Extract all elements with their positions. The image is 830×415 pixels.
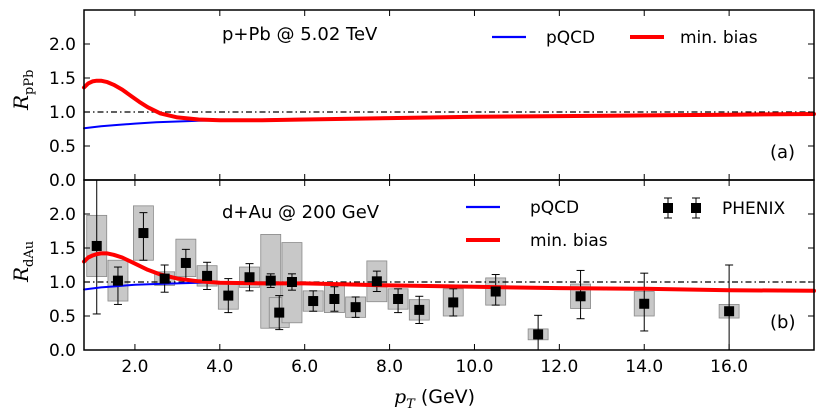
y-tick-label-a: 1.0 [49, 103, 76, 123]
legend-b-phenix-label: PHENIX [722, 199, 786, 219]
phenix-point [350, 302, 361, 313]
panel-a-annotation: p+Pb @ 5.02 TeV [222, 24, 378, 45]
phenix-point [329, 294, 340, 304]
phenix-point [159, 273, 170, 284]
panel-b-annotation: d+Au @ 200 GeV [222, 202, 380, 223]
x-tick-label: 12.0 [540, 357, 578, 377]
phenix-point [308, 296, 319, 307]
phenix-point [490, 286, 501, 297]
phenix-point [724, 306, 735, 317]
panel-a: 0.0 0.5 1.0 1.5 2.0 p+Pb @ 5.02 TeV pQCD min… [9, 9, 816, 191]
phenix-point [180, 257, 191, 268]
y-tick-label-a: 1.5 [49, 69, 76, 89]
phenix-point [393, 294, 404, 304]
y-tick-label-b: 1.0 [49, 273, 76, 293]
phenix-point [533, 329, 544, 340]
legend-b-phenix-swatch [663, 197, 701, 219]
phenix-point [274, 307, 285, 318]
y-tick-label-a: 2.0 [49, 35, 76, 55]
phenix-point [448, 297, 459, 308]
x-tick-label: 4.0 [206, 357, 233, 377]
phenix-point [414, 304, 425, 315]
panel-a-label: (a) [770, 142, 795, 163]
legend-b-minbias-label: min. bias [530, 231, 608, 251]
phenix-point [138, 228, 149, 239]
y-tick-label-a: 0.5 [49, 137, 76, 157]
phenix-point [639, 298, 650, 309]
panel-b: 0.0 0.5 1.0 1.5 2.0 2.0 4.0 6.0 8.0 10.0 12.0 14.0… [9, 179, 816, 412]
panel-b-label: (b) [770, 312, 795, 333]
phenix-point [371, 276, 382, 287]
phenix-point [244, 272, 255, 283]
x-tick-label: 8.0 [376, 357, 403, 377]
legend-a-minbias-label: min. bias [680, 28, 758, 48]
phenix-point [112, 275, 123, 286]
x-tick-label: 6.0 [291, 357, 318, 377]
panel-a-ylabel: RpPb [9, 70, 37, 111]
y-tick-label-b: 1.5 [49, 239, 76, 259]
x-tick-label: 10.0 [456, 357, 494, 377]
legend-b-pqcd-label: pQCD [530, 198, 579, 218]
phenix-point [223, 290, 234, 301]
y-tick-label-b: 0.5 [49, 307, 76, 327]
phenix-point [265, 275, 276, 286]
legend-a-pqcd-label: pQCD [546, 28, 595, 48]
series-minbias-a [82, 78, 816, 123]
panel-b-frame [83, 179, 815, 351]
phenix-point [575, 291, 586, 302]
y-tick-label-a: 0.0 [49, 171, 76, 191]
x-tick-label: 16.0 [710, 357, 748, 377]
panel-b-ylabel: RdAu [9, 241, 37, 283]
phenix-point [286, 277, 297, 287]
x-tick-label: 2.0 [121, 357, 148, 377]
phenix-point [91, 240, 102, 251]
y-tick-label-b: 0.0 [49, 341, 76, 361]
y-tick-label-b: 2.0 [49, 205, 76, 225]
x-tick-label: 14.0 [625, 357, 663, 377]
x-axis-label: pT (GeV) [394, 386, 475, 412]
phenix-point [202, 270, 213, 281]
